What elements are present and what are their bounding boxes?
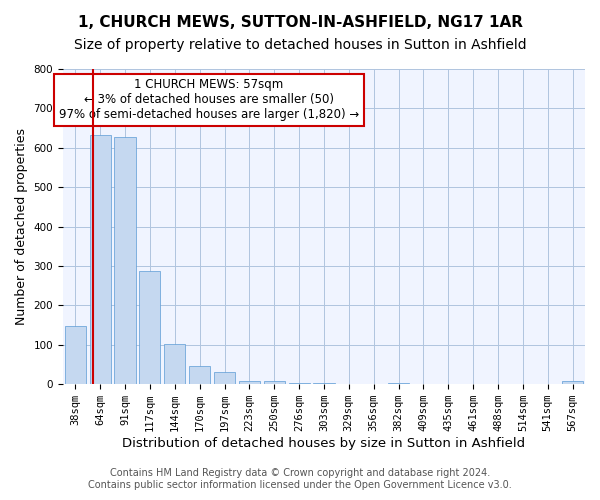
Text: 1, CHURCH MEWS, SUTTON-IN-ASHFIELD, NG17 1AR: 1, CHURCH MEWS, SUTTON-IN-ASHFIELD, NG17… — [77, 15, 523, 30]
Bar — [189, 366, 210, 384]
Bar — [562, 381, 583, 384]
Bar — [65, 326, 86, 384]
X-axis label: Distribution of detached houses by size in Sutton in Ashfield: Distribution of detached houses by size … — [122, 437, 526, 450]
Bar — [139, 270, 160, 384]
Text: Contains HM Land Registry data © Crown copyright and database right 2024.
Contai: Contains HM Land Registry data © Crown c… — [88, 468, 512, 490]
Text: Size of property relative to detached houses in Sutton in Ashfield: Size of property relative to detached ho… — [74, 38, 526, 52]
Text: 1 CHURCH MEWS: 57sqm
← 3% of detached houses are smaller (50)
97% of semi-detach: 1 CHURCH MEWS: 57sqm ← 3% of detached ho… — [59, 78, 359, 122]
Bar — [214, 372, 235, 384]
Bar — [164, 344, 185, 384]
Bar — [115, 137, 136, 384]
Bar — [263, 382, 285, 384]
Y-axis label: Number of detached properties: Number of detached properties — [15, 128, 28, 325]
Bar — [89, 135, 111, 384]
Bar — [239, 381, 260, 384]
